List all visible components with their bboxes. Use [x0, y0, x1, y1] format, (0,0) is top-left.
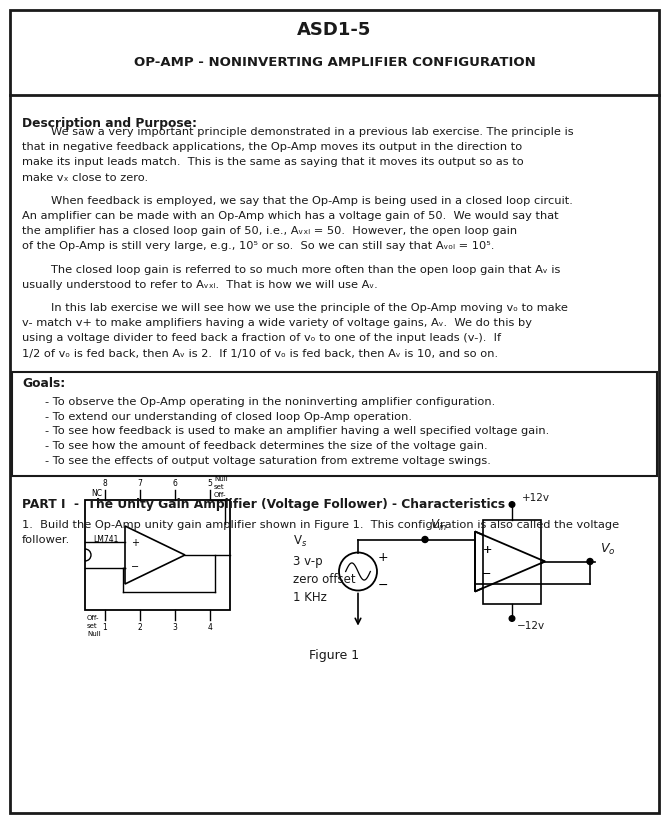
- Text: An amplifier can be made with an Op-Amp which has a voltage gain of 50.  We woul: An amplifier can be made with an Op-Amp …: [22, 211, 559, 221]
- Text: −: −: [131, 562, 139, 572]
- Text: - To observe the Op-Amp operating in the noninverting amplifier configuration.: - To observe the Op-Amp operating in the…: [45, 397, 495, 407]
- Text: usually understood to refer to Aᵥₓₗ.  That is how we will use Aᵥ.: usually understood to refer to Aᵥₓₗ. Tha…: [22, 280, 378, 290]
- Text: +: +: [482, 545, 492, 555]
- Text: Null: Null: [87, 631, 101, 637]
- Text: −: −: [378, 579, 388, 592]
- Text: 4: 4: [207, 623, 213, 632]
- Text: Off-: Off-: [214, 492, 227, 498]
- Circle shape: [509, 616, 515, 621]
- Text: Figure 1: Figure 1: [310, 649, 359, 662]
- Text: 2: 2: [138, 623, 142, 632]
- Text: −: −: [482, 569, 492, 579]
- Circle shape: [509, 502, 515, 507]
- Text: NC: NC: [91, 489, 102, 498]
- Text: When feedback is employed, we say that the Op-Amp is being used in a closed loop: When feedback is employed, we say that t…: [22, 196, 573, 206]
- Circle shape: [587, 559, 593, 565]
- Text: V$_{in}$: V$_{in}$: [430, 518, 447, 533]
- Text: +12v: +12v: [522, 492, 550, 503]
- Text: 5: 5: [207, 479, 213, 488]
- Text: 1/2 of vₒ is fed back, then Aᵥ is 2.  If 1/10 of vₒ is fed back, then Aᵥ is 10, : 1/2 of vₒ is fed back, then Aᵥ is 2. If …: [22, 349, 498, 359]
- Text: 1 KHz: 1 KHz: [293, 591, 327, 604]
- Text: set: set: [87, 623, 98, 629]
- Text: 7: 7: [138, 479, 142, 488]
- Text: using a voltage divider to feed back a fraction of vₒ to one of the input leads : using a voltage divider to feed back a f…: [22, 333, 501, 343]
- Text: V$_o$: V$_o$: [600, 542, 615, 557]
- Bar: [12, 372, 657, 476]
- Text: of the Op-Amp is still very large, e.g., 10⁵ or so.  So we can still say that Aᵥ: of the Op-Amp is still very large, e.g.,…: [22, 241, 494, 251]
- Text: 3 v-p: 3 v-p: [293, 555, 322, 568]
- Text: set: set: [214, 484, 225, 490]
- Text: In this lab exercise we will see how we use the principle of the Op-Amp moving v: In this lab exercise we will see how we …: [22, 303, 568, 313]
- Text: make its input leads match.  This is the same as saying that it moves its output: make its input leads match. This is the …: [22, 157, 524, 167]
- Text: - To see how the amount of feedback determines the size of the voltage gain.: - To see how the amount of feedback dete…: [45, 441, 488, 451]
- Text: v- match v+ to make amplifiers having a wide variety of voltage gains, Aᵥ.  We d: v- match v+ to make amplifiers having a …: [22, 319, 532, 328]
- Text: +: +: [131, 538, 139, 548]
- Text: We saw a very important principle demonstrated in a previous lab exercise. The p: We saw a very important principle demons…: [22, 127, 573, 137]
- Text: ASD1-5: ASD1-5: [297, 21, 372, 39]
- Text: make vₓ close to zero.: make vₓ close to zero.: [22, 173, 148, 183]
- Text: V$_s$: V$_s$: [293, 534, 307, 549]
- Text: 3: 3: [173, 623, 177, 632]
- Text: 1: 1: [102, 623, 108, 632]
- Text: - To extend our understanding of closed loop Op-Amp operation.: - To extend our understanding of closed …: [45, 412, 412, 421]
- Text: follower.: follower.: [22, 535, 70, 545]
- Bar: [85, 500, 230, 610]
- Text: Null: Null: [214, 476, 227, 482]
- Text: PART I  -  The Unity Gain Amplifier (Voltage Follower) - Characteristics: PART I - The Unity Gain Amplifier (Volta…: [22, 498, 505, 511]
- Text: 8: 8: [102, 479, 108, 488]
- Circle shape: [422, 537, 428, 542]
- Text: OP-AMP - NONINVERTING AMPLIFIER CONFIGURATION: OP-AMP - NONINVERTING AMPLIFIER CONFIGUR…: [134, 55, 535, 68]
- Text: +: +: [482, 545, 492, 555]
- Text: zero offset: zero offset: [293, 573, 356, 586]
- Text: −: −: [482, 569, 492, 579]
- Text: LM741: LM741: [93, 534, 118, 543]
- Text: −12v: −12v: [517, 621, 545, 630]
- Text: Off-: Off-: [87, 615, 100, 621]
- Text: the amplifier has a closed loop gain of 50, i.e., Aᵥₓₗ = 50.  However, the open : the amplifier has a closed loop gain of …: [22, 226, 517, 236]
- Text: +: +: [378, 551, 388, 564]
- Text: that in negative feedback applications, the Op-Amp moves its output in the direc: that in negative feedback applications, …: [22, 142, 522, 152]
- Text: - To see how feedback is used to make an amplifier having a well specified volta: - To see how feedback is used to make an…: [45, 426, 549, 436]
- Bar: [483, 519, 541, 603]
- Text: 1.  Build the Op-Amp unity gain amplifier shown in Figure 1.  This configuration: 1. Build the Op-Amp unity gain amplifier…: [22, 520, 619, 530]
- Text: Description and Purpose:: Description and Purpose:: [22, 117, 197, 130]
- Text: - To see the effects of output voltage saturation from extreme voltage swings.: - To see the effects of output voltage s…: [45, 456, 491, 466]
- Text: 6: 6: [173, 479, 177, 488]
- Text: Goals:: Goals:: [22, 377, 66, 390]
- Text: The closed loop gain is referred to so much more often than the open loop gain t: The closed loop gain is referred to so m…: [22, 265, 561, 275]
